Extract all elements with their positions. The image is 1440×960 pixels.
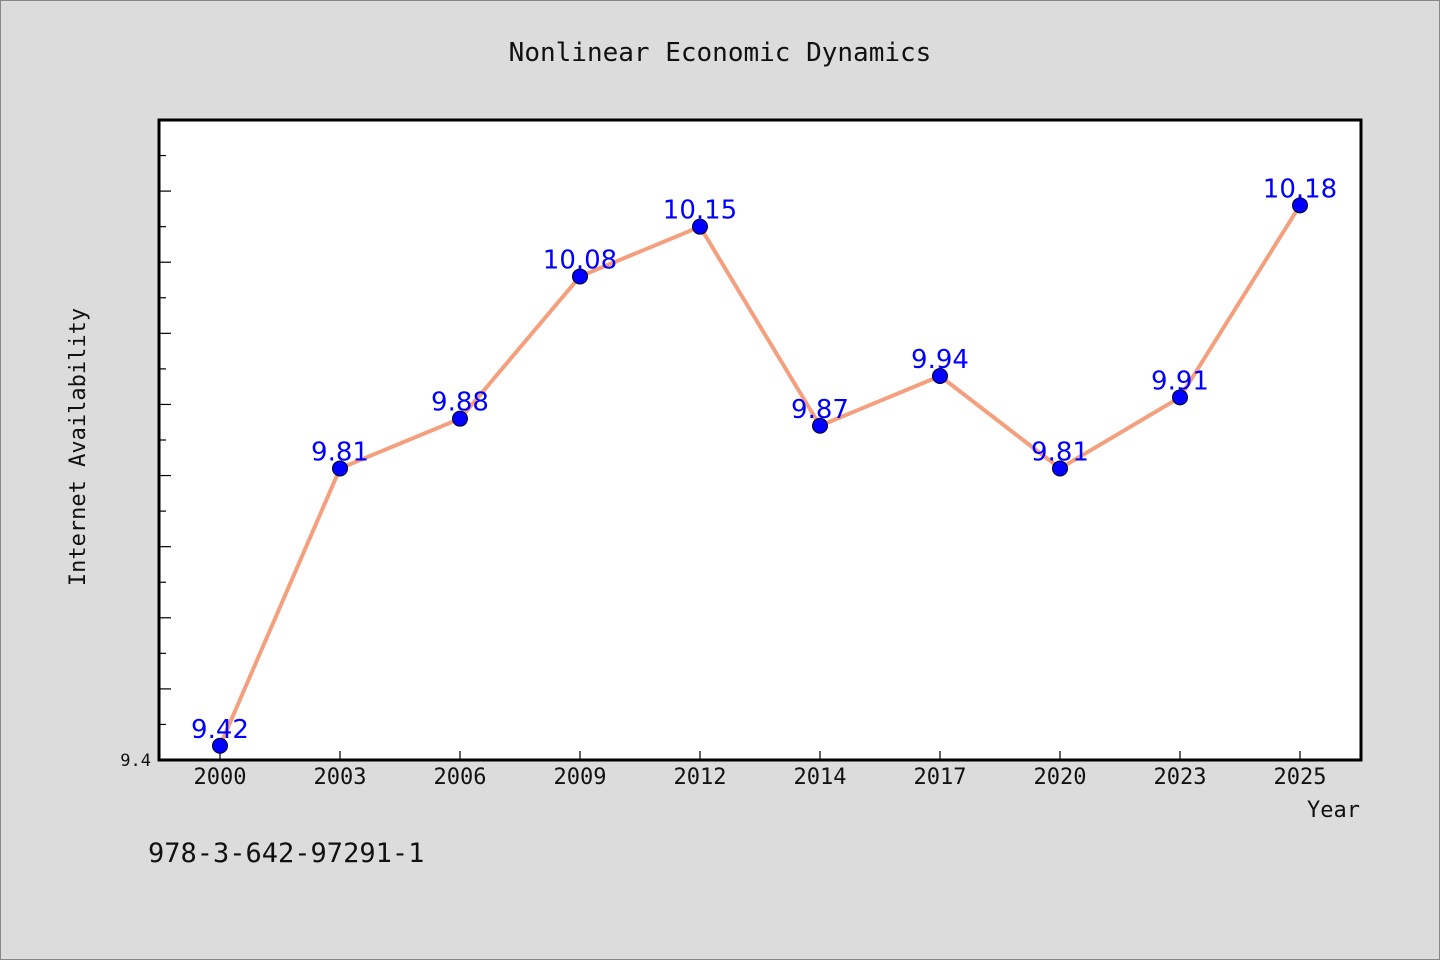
data-label: 9.81 [1031,437,1089,467]
x-tick-label: 2000 [194,765,247,790]
data-label: 9.88 [431,388,489,418]
data-point [212,737,228,754]
x-tick-label: 2025 [1274,765,1327,790]
y-axis-label: Internet Availability [66,308,91,586]
plot-border [157,118,1363,762]
x-tick-label: 2023 [1154,765,1207,790]
x-tick-label: 2012 [674,765,727,790]
x-tick-label: 2009 [554,765,607,790]
data-point [1292,197,1308,214]
x-axis-label: Year [1307,798,1360,823]
x-tick-label: 2020 [1034,765,1087,790]
data-point [1172,389,1188,406]
data-point [932,368,948,384]
data-point [692,218,708,235]
data-label: 9.42 [191,715,249,745]
x-tick-label: 2003 [314,765,367,790]
data-label: 9.94 [911,345,969,375]
x-tick-label: 2014 [794,765,847,790]
data-label: 9.81 [311,437,369,467]
data-label: 9.87 [791,395,849,425]
chart-title: Nonlinear Economic Dynamics [509,38,932,68]
data-label: 10.08 [543,245,617,275]
data-point [812,417,828,434]
y-tick-label: 9.4 [120,751,151,771]
isbn-footnote: 978-3-642-97291-1 [148,838,424,869]
series-layer [212,197,1308,754]
data-point [572,268,588,285]
data-label: 10.15 [663,196,737,226]
plot-area [159,120,1361,760]
data-label: 9.91 [1151,366,1209,396]
x-axis-ticks: 2000 2003 2006 2009 2012 2014 2017 2020 2023 2025 [194,751,1327,790]
data-label: 10.18 [1263,174,1337,204]
data-point [332,460,348,477]
x-tick-label: 2006 [434,765,487,790]
x-tick-label: 2017 [914,765,967,790]
data-point [1052,460,1068,477]
series-line [218,203,1302,748]
data-labels: 9.42 9.81 9.88 10.08 10.15 9.87 9.94 9.81 9.91 10… [191,174,1337,744]
data-point [452,410,468,427]
